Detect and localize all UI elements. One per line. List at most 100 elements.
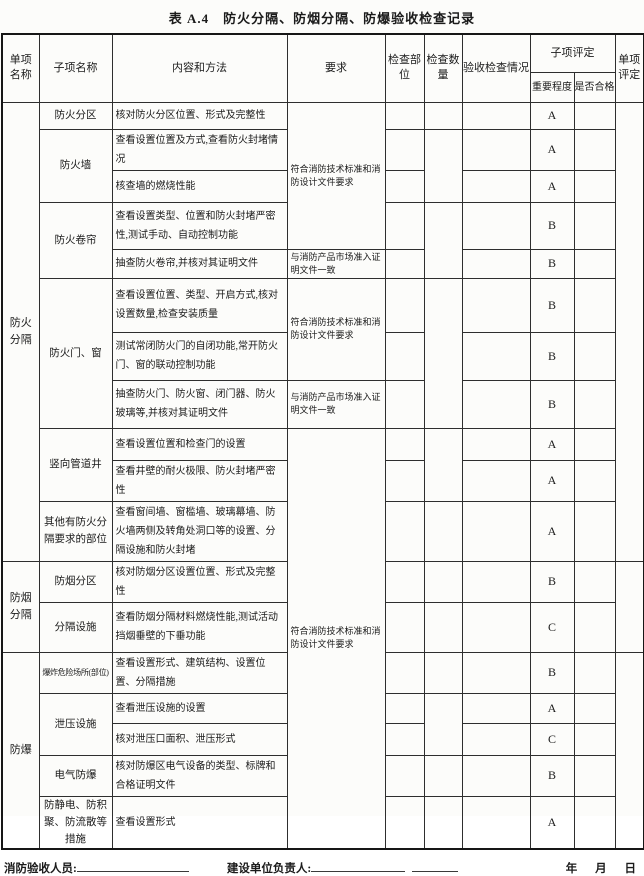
group-cell-smoke-separation: 防烟分隔: [1, 560, 40, 653]
content-cell: 核对防烟分区设置位置、形式及完整性: [111, 560, 288, 603]
subitem-cell: 其他有防火分隔要求的部位: [38, 500, 113, 562]
location-cell: [384, 169, 425, 203]
qualified-cell: [573, 379, 616, 429]
location-cell: [384, 128, 425, 171]
location-cell: [384, 651, 425, 694]
requirement-cell: 与消防产品市场准入证明文件一致: [286, 248, 386, 279]
importance-cell: C: [529, 601, 575, 653]
table-row: 分隔设施 查看防烟分隔材料燃烧性能,测试活动挡烟垂壁的下垂功能 C: [2, 601, 644, 653]
subitem-cell: 爆炸危险场所(部位): [38, 651, 113, 694]
content-cell: 查看设置形式: [111, 795, 288, 850]
requirement-cell: 与消防产品市场准入证明文件一致: [286, 379, 386, 429]
result-cell: [461, 560, 531, 603]
importance-cell: A: [529, 500, 575, 562]
fire-inspector-label: 消防验收人员:: [4, 863, 77, 875]
date-line: 年 月 日: [551, 860, 636, 876]
content-cell: 查看防烟分隔材料燃烧性能,测试活动挡烟垂壁的下垂功能: [111, 601, 288, 653]
item-eval-cell: [614, 101, 644, 562]
qualified-cell: [573, 795, 616, 850]
quantity-cell: [423, 101, 463, 130]
result-cell: [461, 795, 531, 850]
importance-cell: B: [529, 248, 575, 279]
result-cell: [461, 101, 531, 130]
fire-inspector-signature-line: [76, 859, 189, 872]
result-cell: [461, 331, 531, 381]
table-row: 防火墙 查看设置位置及方式,查看防火封堵情况 A: [2, 128, 644, 203]
col-header-item-name: 单项名称: [1, 33, 40, 103]
subitem-cell: 电气防爆: [38, 754, 113, 797]
result-cell: [461, 128, 531, 171]
content-cell: 查看设置位置、类型、开启方式,核对设置数量,检查安装质量: [111, 277, 288, 333]
location-cell: [384, 692, 425, 724]
quantity-cell: [423, 692, 463, 756]
content-cell: 查看设置位置及方式,查看防火封堵情况: [111, 128, 288, 171]
qualified-cell: [573, 500, 616, 562]
content-cell: 核对防爆区电气设备的类型、标牌和合格证明文件: [111, 754, 288, 797]
result-cell: [461, 722, 531, 756]
result-cell: [461, 201, 531, 250]
importance-cell: A: [529, 795, 575, 850]
result-cell: [461, 500, 531, 562]
qualified-cell: [573, 459, 616, 502]
content-cell: 查看泄压设施的设置: [111, 692, 288, 724]
qualified-cell: [573, 101, 616, 130]
subitem-cell: 防火卷帘: [38, 201, 113, 279]
qualified-cell: [573, 128, 616, 171]
location-cell: [384, 500, 425, 562]
importance-cell: B: [529, 560, 575, 603]
signature-footer: 消防验收人员: 建设单位负责人: 年 月 日: [1, 859, 643, 876]
result-cell: [461, 459, 531, 502]
quantity-cell: [423, 651, 463, 694]
importance-cell: A: [529, 427, 575, 461]
item-eval-cell: [614, 651, 644, 850]
col-header-subitem-name: 子项名称: [38, 33, 113, 103]
importance-cell: A: [529, 169, 575, 203]
importance-cell: B: [529, 201, 575, 250]
item-eval-cell: [614, 560, 644, 653]
importance-cell: B: [529, 651, 575, 694]
location-cell: [384, 754, 425, 797]
table-row: 查看井壁的耐火极限、防火封堵严密性 A: [2, 459, 644, 502]
location-cell: [384, 248, 425, 279]
importance-cell: A: [529, 459, 575, 502]
result-cell: [461, 651, 531, 694]
quantity-cell: [423, 201, 463, 279]
qualified-cell: [573, 722, 616, 756]
quantity-cell: [423, 277, 463, 429]
inspection-record-table: 单项名称 子项名称 内容和方法 要求 检查部位 检查数量 验收检查情况 子项评定…: [1, 33, 644, 850]
subitem-cell: 分隔设施: [38, 601, 113, 653]
group-cell-fire-separation: 防火分隔: [1, 101, 40, 562]
builder-signature-line: [311, 859, 406, 872]
location-cell: [384, 427, 425, 461]
location-cell: [384, 331, 425, 381]
location-cell: [384, 722, 425, 756]
location-cell: [384, 459, 425, 502]
content-cell: 核对防火分区位置、形式及完整性: [111, 101, 288, 130]
quantity-cell: [423, 427, 463, 502]
importance-cell: A: [529, 692, 575, 724]
quantity-cell: [423, 601, 463, 653]
result-cell: [461, 277, 531, 333]
qualified-cell: [573, 169, 616, 203]
page-title: 表 A.4 防火分隔、防烟分隔、防爆验收检查记录: [168, 11, 476, 26]
location-cell: [384, 379, 425, 429]
subitem-cell: 防火门、窗: [38, 277, 113, 429]
content-cell: 查看井壁的耐火极限、防火封堵严密性: [111, 459, 288, 502]
importance-cell: B: [529, 754, 575, 797]
content-cell: 查看设置位置和检查门的设置: [111, 427, 288, 461]
date-year-label: 年: [565, 863, 578, 875]
date-day-label: 日: [624, 863, 637, 875]
subitem-cell: 防烟分区: [38, 560, 113, 603]
table-row: 防火门、窗 查看设置位置、类型、开启方式,核对设置数量,检查安装质量 符合消防技…: [2, 277, 644, 429]
location-cell: [384, 277, 425, 333]
table-row: 电气防爆 核对防爆区电气设备的类型、标牌和合格证明文件 B: [2, 754, 644, 797]
requirement-cell: 符合消防技术标准和消防设计文件要求: [286, 101, 386, 250]
col-header-check-location: 检查部位: [384, 33, 425, 103]
result-cell: [461, 692, 531, 724]
location-cell: [384, 795, 425, 850]
builder-signature-line-2: [412, 859, 459, 872]
qualified-cell: [573, 560, 616, 603]
qualified-cell: [573, 277, 616, 333]
importance-cell: C: [529, 722, 575, 756]
table-row: 其他有防火分隔要求的部位 查看窗间墙、窗槛墙、玻璃幕墙、防火墙两侧及转角处洞口等…: [2, 500, 644, 562]
